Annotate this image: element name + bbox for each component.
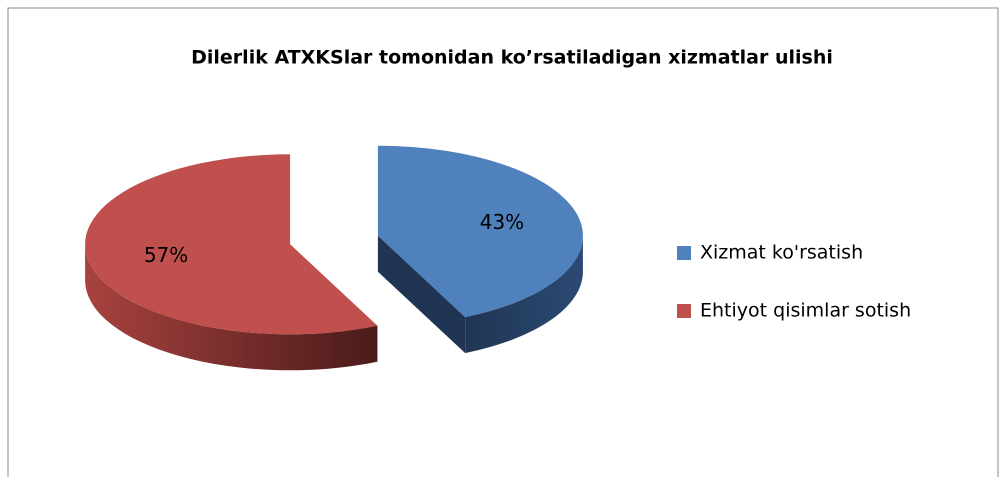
pie-slice xyxy=(85,154,378,335)
legend-swatch xyxy=(677,246,691,260)
pie-slice xyxy=(377,145,583,318)
slice-wall xyxy=(465,235,583,354)
data-label: 57% xyxy=(144,243,188,267)
legend-label: Xizmat ko'rsatish xyxy=(700,242,863,264)
slice-side xyxy=(377,235,466,354)
pie xyxy=(85,145,583,371)
slice-wall xyxy=(85,244,378,371)
legend-swatch xyxy=(677,304,691,318)
legend-label: Ehtiyot qisimlar sotish xyxy=(700,300,911,322)
data-label: 43% xyxy=(480,210,524,234)
chart-title: Dilerlik ATXKSlar tomonidan ko’rsatiladi… xyxy=(191,47,833,69)
